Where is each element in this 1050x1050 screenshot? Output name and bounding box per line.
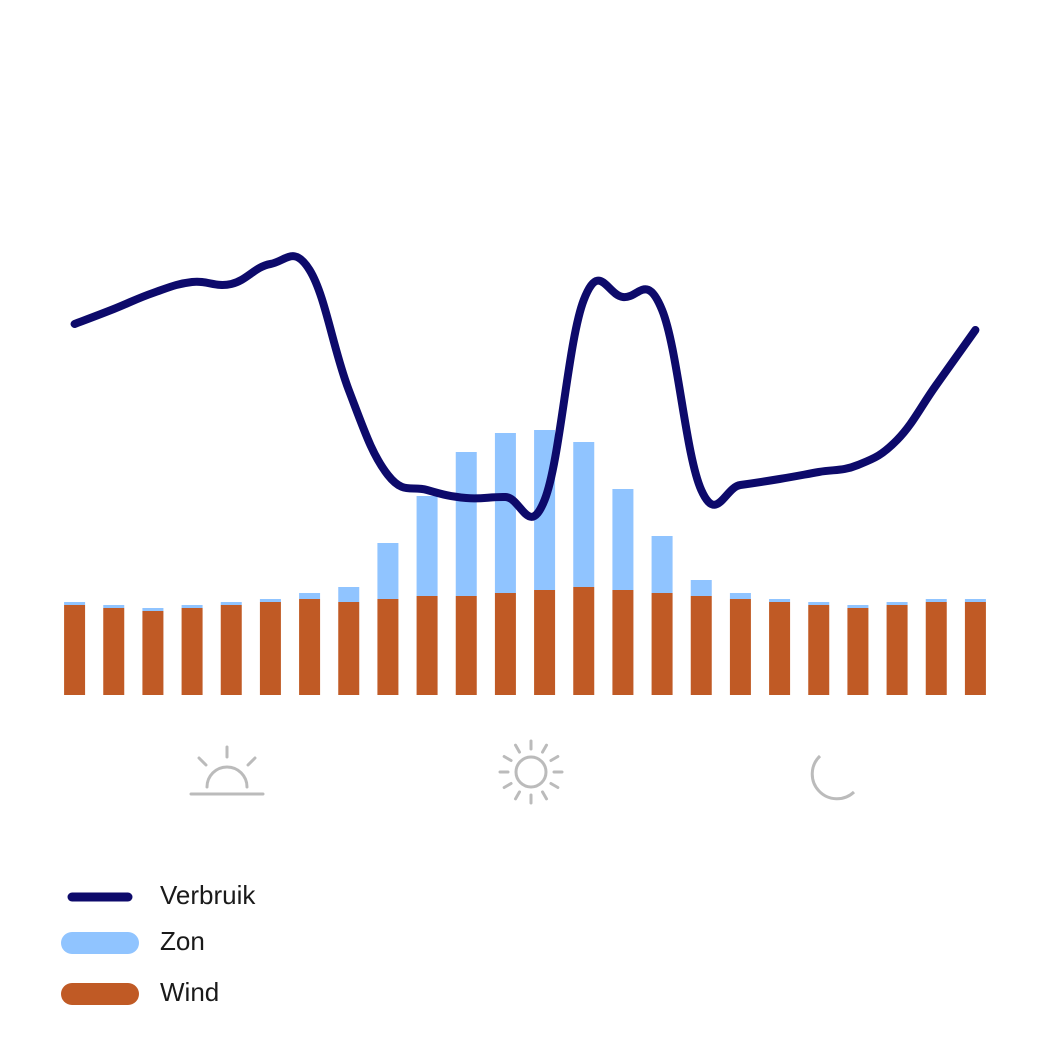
bar — [220, 602, 242, 605]
bar — [808, 605, 830, 695]
bar — [299, 593, 321, 599]
bar — [808, 602, 830, 605]
bar — [338, 602, 360, 695]
bar — [259, 602, 281, 695]
legend-label: Zon — [160, 926, 205, 956]
bar — [925, 602, 947, 695]
bar — [769, 602, 791, 695]
bar — [494, 593, 516, 695]
bar — [651, 536, 673, 593]
bar — [964, 602, 986, 695]
time-icons — [189, 739, 856, 805]
bar — [64, 602, 86, 605]
bar — [142, 611, 164, 695]
bar — [925, 599, 947, 602]
bar — [64, 605, 86, 695]
bar — [494, 433, 516, 593]
bar — [729, 599, 751, 695]
sun-ray — [502, 755, 513, 762]
bar — [651, 593, 673, 695]
bar — [416, 596, 438, 695]
sun-ray — [541, 790, 548, 801]
bar — [612, 590, 634, 695]
bar — [455, 596, 477, 695]
bar — [573, 442, 595, 587]
bar — [534, 590, 556, 695]
bar — [886, 602, 908, 605]
sun-ray — [549, 755, 560, 762]
bar — [142, 608, 164, 611]
bar — [181, 608, 203, 695]
sun-ray — [514, 743, 521, 754]
line — [70, 252, 980, 521]
bar — [690, 596, 712, 695]
bar — [299, 599, 321, 695]
bar — [612, 489, 634, 590]
sun-ray — [549, 782, 560, 789]
bar — [455, 452, 477, 596]
sun-ray — [502, 782, 513, 789]
bar — [103, 608, 125, 695]
legend-label: Wind — [160, 977, 219, 1007]
bar — [377, 543, 399, 599]
bar — [847, 605, 869, 608]
bar — [220, 605, 242, 695]
bar — [964, 599, 986, 602]
sun-icon — [498, 739, 564, 805]
bar — [690, 580, 712, 596]
bar — [769, 599, 791, 602]
bar — [847, 608, 869, 695]
bar — [181, 605, 203, 608]
bar — [729, 593, 751, 599]
legend-label: Verbruik — [160, 880, 256, 910]
bar — [416, 496, 438, 596]
sunrise-icon — [189, 745, 265, 796]
bar — [259, 599, 281, 602]
bar — [338, 587, 360, 602]
bar — [886, 605, 908, 695]
moon-icon — [810, 754, 856, 801]
bar — [377, 599, 399, 695]
bar — [103, 605, 125, 608]
sun-ray — [541, 743, 548, 754]
sun-ray — [514, 790, 521, 801]
bar — [573, 587, 595, 695]
